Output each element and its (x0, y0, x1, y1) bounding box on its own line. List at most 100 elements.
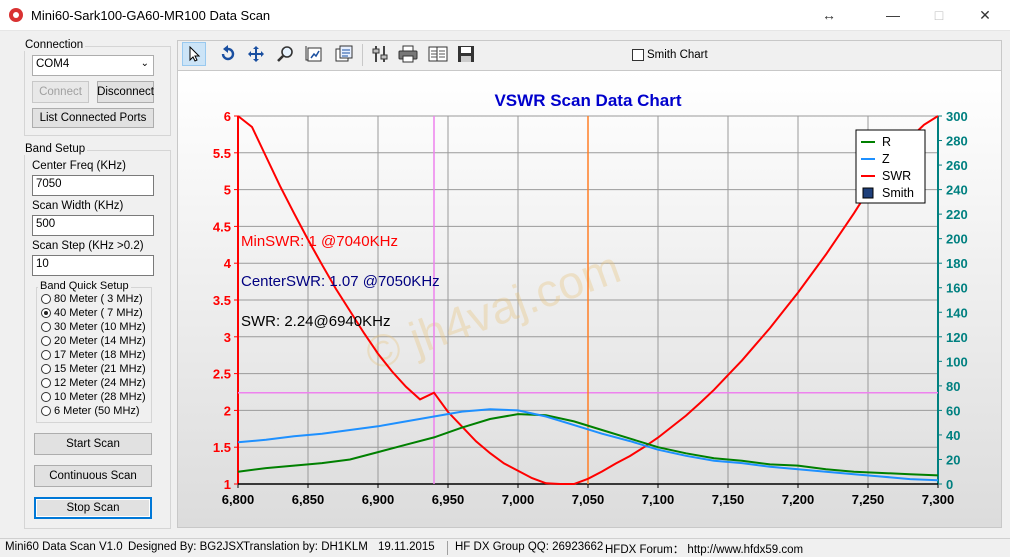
copy-icon[interactable] (332, 42, 356, 66)
band-radio-option[interactable]: 15 Meter (21 MHz) (41, 362, 149, 376)
connect-button[interactable]: Connect (32, 81, 89, 103)
status-forum: HFDX Forum： http://www.hfdx59.com (605, 544, 804, 556)
title-bar: Mini60-Sark100-GA60-MR100 Data Scan ↔ — … (0, 0, 1010, 31)
band-radio-option[interactable]: 17 Meter (18 MHz) (41, 348, 149, 362)
y-left-tick-label: 6 (224, 109, 231, 124)
x-tick-label: 7,050 (572, 492, 605, 507)
radio-dot-icon[interactable] (41, 364, 51, 374)
list-ports-button[interactable]: List Connected Ports (32, 108, 154, 128)
band-radio-list: 80 Meter ( 3 MHz) 40 Meter ( 7 MHz) 30 Met… (41, 292, 149, 418)
port-select[interactable]: COM4 ⌄ (32, 55, 154, 76)
band-radio-option[interactable]: 12 Meter (24 MHz) (41, 376, 149, 390)
y-left-tick-label: 4.5 (213, 219, 231, 234)
scan-width-input[interactable]: 500 (32, 215, 154, 236)
radio-dot-icon[interactable] (41, 378, 51, 388)
minimize-button[interactable]: — (886, 7, 900, 23)
y-left-tick-label: 5 (224, 183, 231, 198)
settings-icon[interactable] (368, 42, 392, 66)
status-separator (447, 541, 448, 555)
band-radio-label: 17 Meter (18 MHz) (54, 349, 146, 361)
radio-dot-icon[interactable] (41, 392, 51, 402)
status-translation: Translation by: DH1KLM (243, 541, 368, 553)
band-radio-label: 20 Meter (14 MHz) (54, 335, 146, 347)
scan-step-input[interactable]: 10 (32, 255, 154, 276)
x-tick-label: 6,850 (292, 492, 325, 507)
x-tick-label: 7,100 (642, 492, 675, 507)
export-icon[interactable] (426, 42, 450, 66)
disconnect-button[interactable]: Disconnect (97, 81, 154, 103)
y-left-tick-label: 3.5 (213, 293, 231, 308)
save-image-icon[interactable] (302, 42, 326, 66)
radio-dot-icon[interactable] (41, 350, 51, 360)
maximize-button[interactable]: □ (934, 7, 944, 23)
connection-group (24, 46, 171, 136)
pointer-icon[interactable] (182, 42, 206, 66)
series-line-z (237, 408, 939, 482)
status-designer: Designed By: BG2JSX (128, 541, 244, 553)
radio-dot-icon[interactable] (41, 308, 51, 318)
radio-dot-icon[interactable] (41, 336, 51, 346)
continuous-scan-button[interactable]: Continuous Scan (34, 465, 152, 487)
y-left-tick-label: 2 (224, 403, 231, 418)
save-icon[interactable] (454, 42, 478, 66)
center-freq-label: Center Freq (KHz) (32, 160, 126, 172)
status-group: HF DX Group QQ: 26923662 (455, 541, 604, 553)
print-icon[interactable] (396, 42, 420, 66)
vswr-chart: VSWR Scan Data Chart 6,800 6,850 6,900 6,950… (178, 71, 1001, 527)
y-left-tick-label: 1 (224, 477, 231, 492)
swr-at-annotation: SWR: 2.24@6940KHz (241, 313, 390, 330)
pan-icon[interactable] (244, 42, 268, 66)
band-radio-label: 80 Meter ( 3 MHz) (54, 293, 143, 305)
status-date: 19.11.2015 (378, 541, 435, 553)
band-radio-label: 30 Meter (10 MHz) (54, 321, 146, 333)
band-radio-option[interactable]: 80 Meter ( 3 MHz) (41, 292, 149, 306)
radio-dot-icon[interactable] (41, 322, 51, 332)
app-icon (9, 8, 23, 22)
start-scan-button[interactable]: Start Scan (34, 433, 152, 455)
x-tick-label: 7,300 (922, 492, 955, 507)
undo-icon[interactable] (216, 42, 240, 66)
min-swr-annotation: MinSWR: 1 @7040KHz (241, 233, 398, 250)
x-tick-label: 6,800 (222, 492, 255, 507)
radio-dot-icon[interactable] (41, 294, 51, 304)
series-line-swr (237, 115, 939, 485)
y-left-tick-label: 1.5 (213, 440, 231, 455)
x-tick-label: 6,950 (432, 492, 465, 507)
y-right-tick-label: 140 (946, 305, 968, 320)
band-radio-option[interactable]: 10 Meter (28 MHz) (41, 390, 149, 404)
y-right-tick-label: 300 (946, 109, 968, 124)
band-radio-label: 10 Meter (28 MHz) (54, 391, 146, 403)
band-radio-option[interactable]: 20 Meter (14 MHz) (41, 334, 149, 348)
y-right-tick-label: 200 (946, 232, 968, 247)
y-right-tick-label: 180 (946, 256, 968, 271)
y-right-tick-label: 20 (946, 452, 960, 467)
x-tick-label: 7,250 (852, 492, 885, 507)
center-freq-input[interactable]: 7050 (32, 175, 154, 196)
close-button[interactable]: ✕ (979, 6, 991, 23)
y-right-tick-label: 80 (946, 379, 960, 394)
band-setup-label: Band Setup (23, 143, 88, 155)
port-value: COM4 (36, 58, 70, 70)
y-right-tick-label: 160 (946, 281, 968, 296)
smith-chart-checkbox[interactable] (632, 49, 644, 61)
band-radio-option[interactable]: 6 Meter (50 MHz) (41, 404, 149, 418)
y-left-tick-label: 4 (224, 256, 232, 271)
scan-step-label: Scan Step (KHz >0.2) (32, 240, 144, 252)
y-right-tick-label: 240 (946, 183, 968, 198)
stop-scan-button[interactable]: Stop Scan (34, 497, 152, 519)
chart-title: VSWR Scan Data Chart (494, 91, 681, 110)
y-right-tick-label: 260 (946, 158, 968, 173)
legend-label: R (882, 135, 891, 149)
y-left-tick-label: 5.5 (213, 146, 231, 161)
x-tick-label: 6,900 (362, 492, 395, 507)
x-tick-label: 7,200 (782, 492, 815, 507)
band-radio-option[interactable]: 40 Meter ( 7 MHz) (41, 306, 149, 320)
band-radio-option[interactable]: 30 Meter (10 MHz) (41, 320, 149, 334)
y-left-tick-label: 2.5 (213, 367, 231, 382)
zoom-icon[interactable] (274, 42, 298, 66)
band-radio-label: 15 Meter (21 MHz) (54, 363, 146, 375)
radio-dot-icon[interactable] (41, 406, 51, 416)
y-right-tick-label: 220 (946, 207, 968, 222)
resize-arrows-icon: ↔ (822, 7, 836, 23)
x-tick-label: 7,000 (502, 492, 535, 507)
